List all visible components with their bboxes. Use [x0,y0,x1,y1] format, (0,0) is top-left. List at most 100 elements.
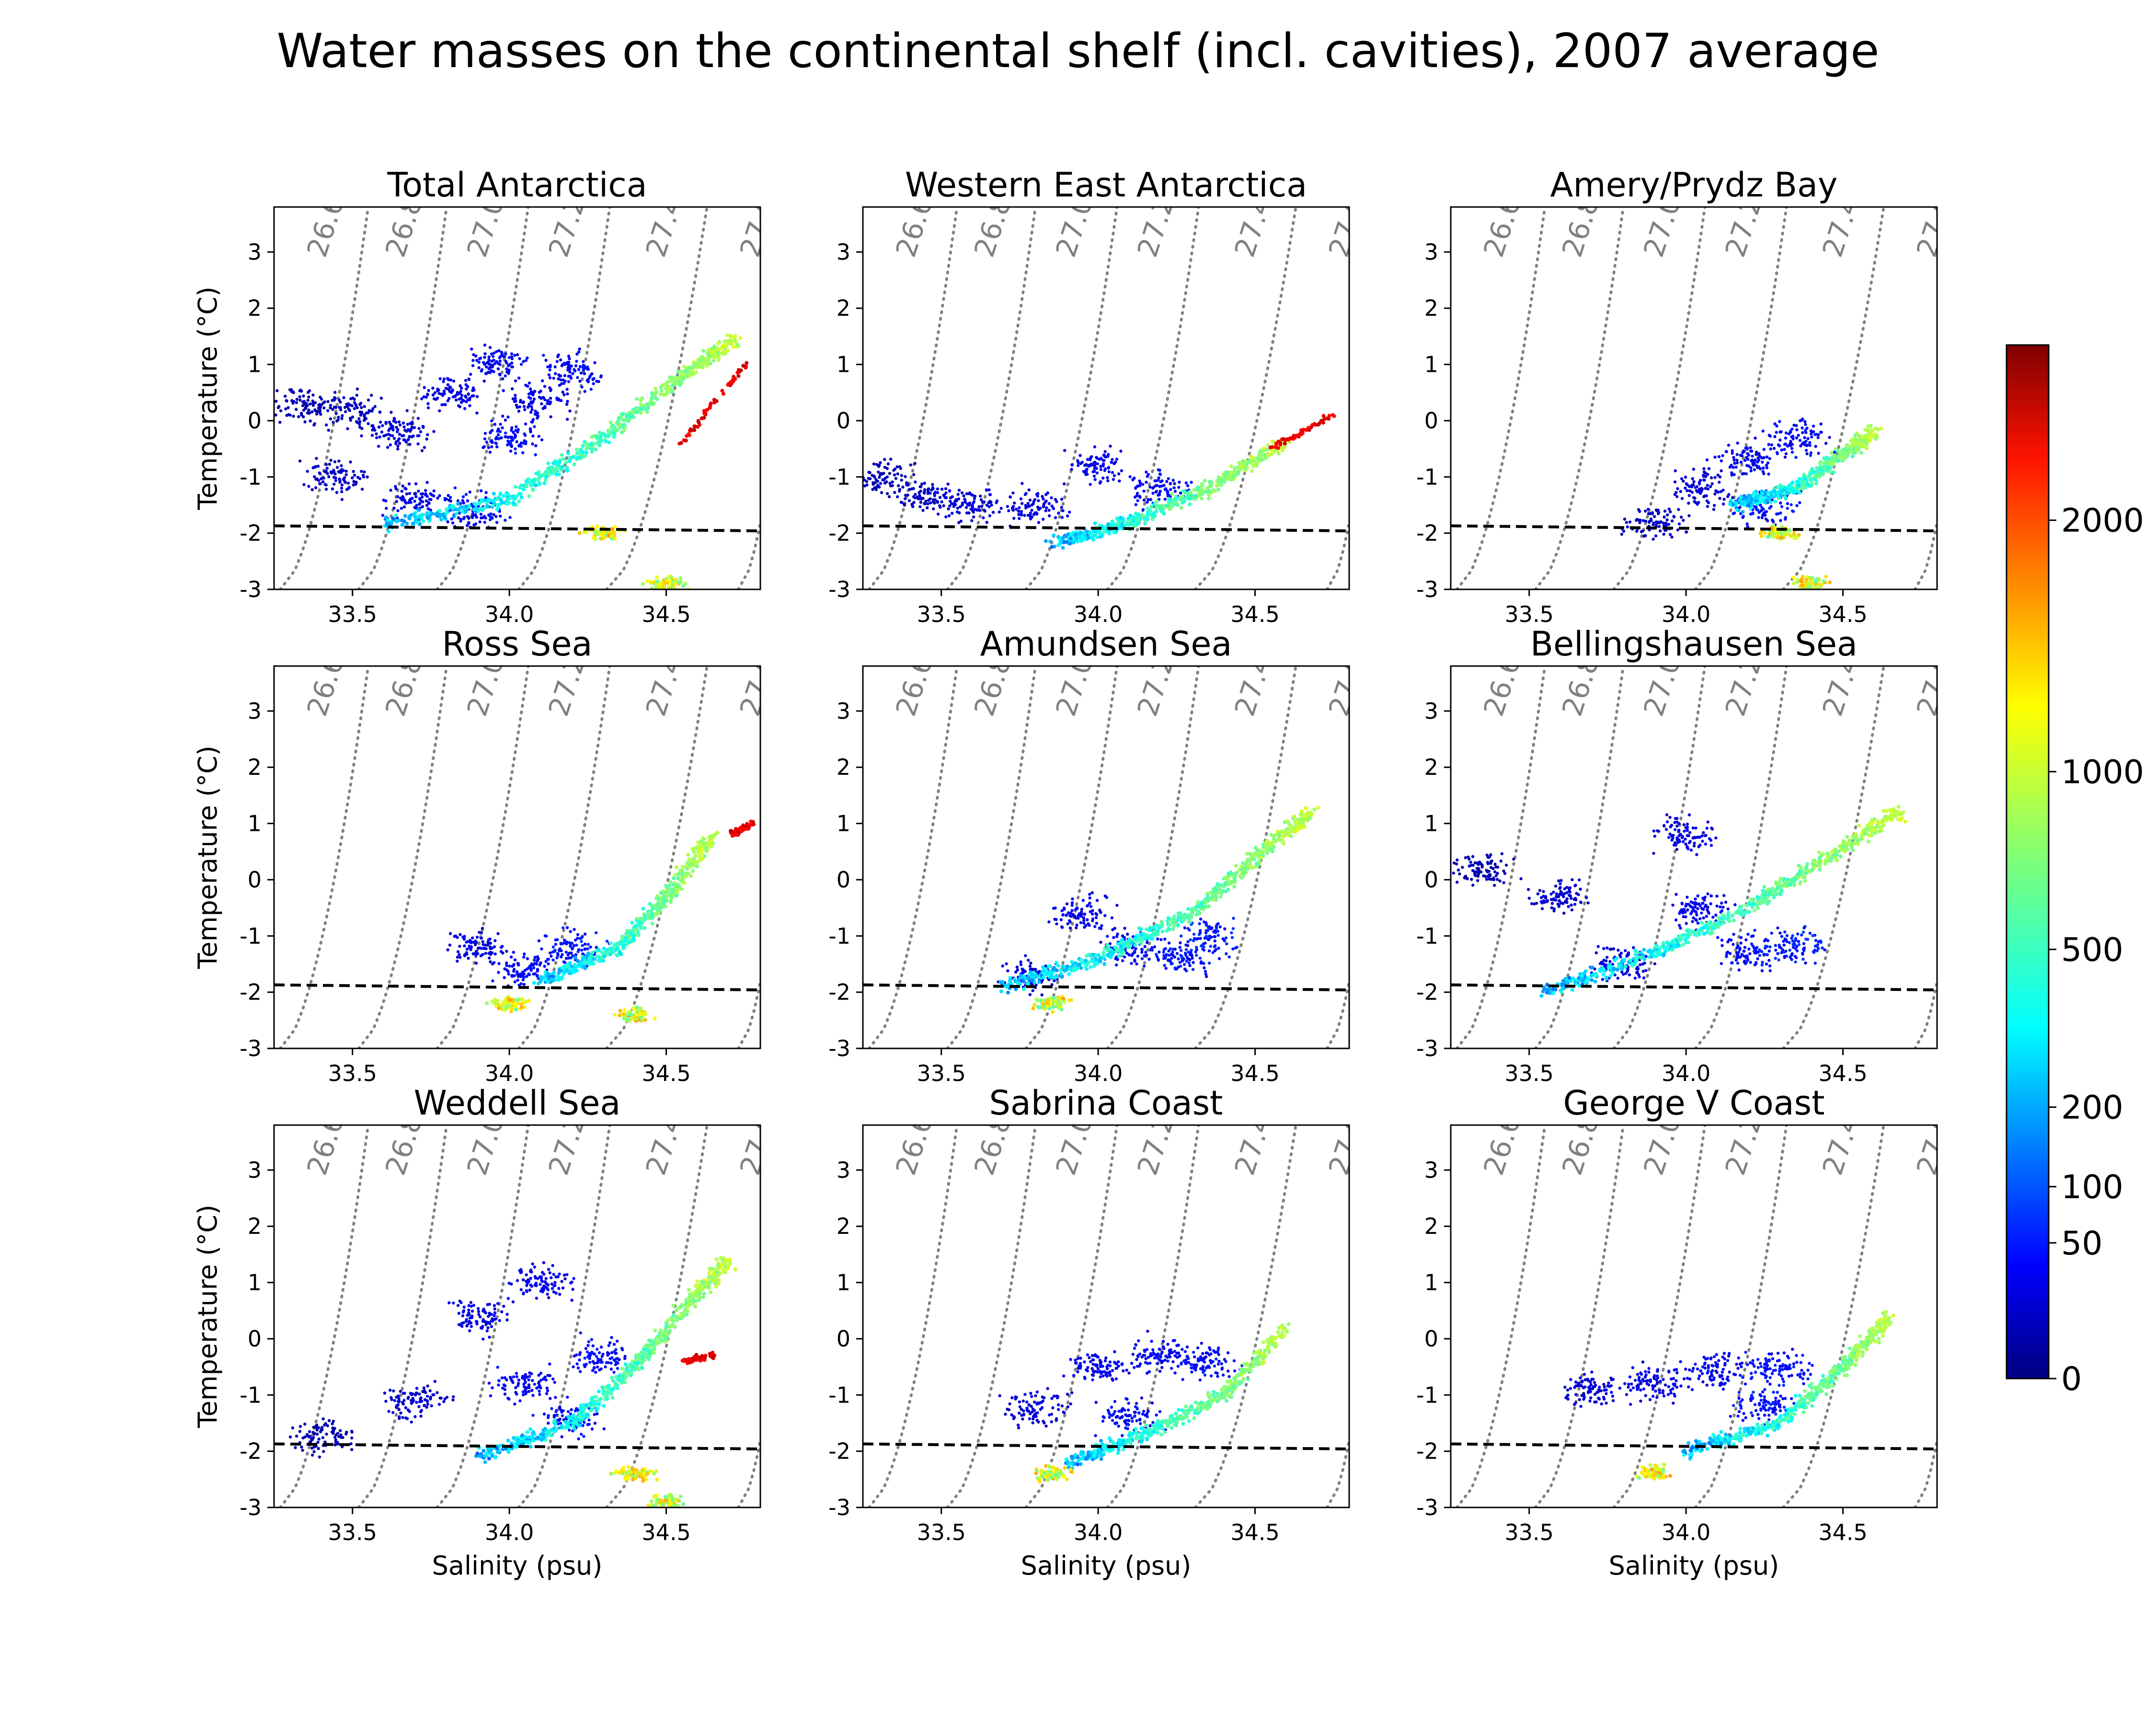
scatter-point [498,359,502,363]
scatter-point [585,446,589,450]
scatter-point [1148,485,1152,489]
scatter-point [468,490,471,494]
scatter-point [335,466,339,469]
scatter-point [496,429,499,433]
scatter-point [344,481,347,484]
scatter-point [667,884,672,888]
scatter-point [1044,493,1048,496]
scatter-point [420,397,424,401]
scatter-point [523,434,527,437]
scatter-point [621,945,625,949]
scatter-point [1044,509,1047,513]
scatter-point [1145,471,1148,474]
scatter-point [1229,464,1233,468]
scatter-point [567,380,571,383]
scatter-point [491,962,494,966]
scatter-point [977,505,981,508]
scatter-point [1206,496,1211,501]
scatter-point [496,367,500,370]
scatter-point [1814,466,1819,470]
scatter-point [456,502,460,506]
scatter-point [466,499,470,503]
scatter-point [1809,451,1812,455]
scatter-point [423,446,426,449]
scatter-point [1840,448,1844,453]
scatter-point [561,391,564,394]
scatter-point [522,955,526,959]
scatter-point [931,483,934,486]
scatter-point [1024,504,1027,507]
scatter-point [316,464,320,468]
scatter-point [414,482,418,485]
scatter-point [451,521,455,525]
scatter-point [505,502,509,506]
scatter-point [1739,460,1743,464]
scatter-point [436,388,439,391]
scatter-point [479,489,483,493]
scatter-point [425,504,429,507]
scatter-point [326,472,329,475]
scatter-point [455,507,459,512]
scatter-point [440,403,444,406]
scatter-point [1773,435,1777,438]
scatter-point [700,846,705,851]
scatter-point [950,502,953,505]
scatter-point [426,511,431,516]
scatter-point [1777,495,1780,499]
scatter-point [442,515,447,519]
scatter-point [589,388,593,391]
scatter-point [1727,443,1731,447]
scatter-point [510,352,514,356]
scatter-point [749,819,753,824]
scatter-point [700,356,704,361]
scatter-point [471,386,475,390]
scatter-point [1018,506,1021,509]
scatter-point [1717,455,1721,459]
scatter-point [313,401,317,404]
panel-western-east-antarctica: 26.6 26.8 27.0 27.2 27.4 27.633.5 34.0 34.53210… [828,165,1350,627]
scatter-point [417,427,421,430]
scatter-point [1767,443,1770,446]
scatter-point [677,580,681,585]
scatter-point [1788,485,1792,490]
scatter-point [566,400,569,403]
scatter-point [523,408,527,412]
scatter-point [1098,524,1102,528]
scatter-point [456,936,459,939]
scatter-point [1855,431,1859,436]
scatter-point [499,515,502,518]
scatter-point [1093,462,1097,466]
scatter-point [1241,464,1246,468]
scatter-point [499,423,502,426]
scatter-point [332,421,335,424]
scatter-point [533,962,537,965]
scatter-point [1089,483,1092,486]
scatter-point [1095,467,1098,470]
scatter-point [851,474,854,477]
scatter-point [349,418,352,422]
scatter-point [1713,455,1717,459]
scatter-point [511,365,514,368]
scatter-point [875,485,879,489]
scatter-point [500,352,504,356]
scatter-point [877,465,881,468]
scatter-point [1062,482,1066,485]
scatter-point [1749,446,1752,449]
density-contour-27.2 [517,666,611,1048]
scatter-point [630,920,634,925]
scatter-point [381,424,384,427]
scatter-point [1719,490,1723,494]
scatter-point [1840,459,1845,463]
scatter-point [378,435,381,439]
scatter-point [333,472,337,476]
scatter-point [594,448,598,452]
scatter-point [914,493,917,496]
scatter-point [547,373,551,377]
scatter-point [1100,457,1103,460]
scatter-point [517,376,521,380]
scatter-point [1011,508,1015,512]
scatter-point [270,394,273,397]
scatter-point [527,972,530,976]
scatter-point [408,435,411,438]
scatter-point [1828,436,1831,439]
